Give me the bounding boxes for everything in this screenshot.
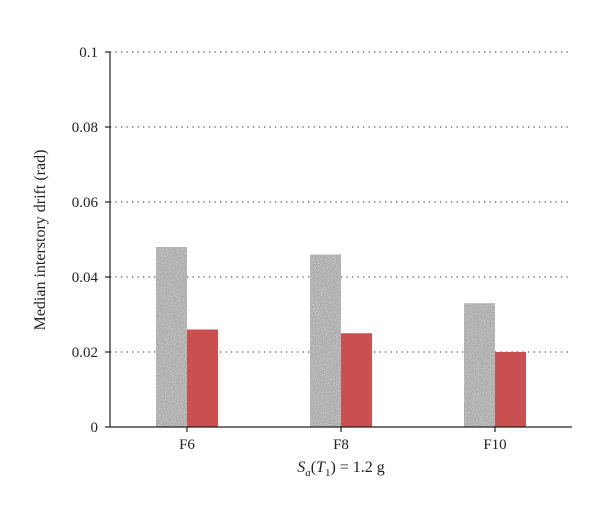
y-tick-label: 0.04 — [72, 270, 99, 286]
y-tick-label: 0.08 — [72, 120, 98, 136]
y-tick-label: 0.1 — [79, 45, 98, 61]
bar-texture-f6 — [156, 247, 187, 427]
bar-f10-series-2 — [495, 352, 526, 427]
x-tick-label: F8 — [333, 437, 349, 453]
x-tick-label: F6 — [179, 437, 195, 453]
x-tick-label: F10 — [483, 437, 506, 453]
bars — [156, 247, 526, 427]
bar-texture-f8 — [310, 254, 341, 427]
bar-texture-f10 — [464, 303, 495, 427]
y-tick-label: 0.02 — [72, 345, 98, 361]
bar-f6-series-2 — [187, 329, 218, 427]
x-axis-label: Sa(T1) = 1.2 g — [297, 459, 385, 479]
y-axis-label: Median interstory drift (rad) — [32, 150, 49, 331]
y-tick-label: 0 — [91, 420, 99, 436]
y-ticks: 0 0.02 0.04 0.06 0.08 0.1 — [72, 45, 110, 436]
bar-f8-series-2 — [341, 333, 372, 427]
y-tick-label: 0.06 — [72, 195, 99, 211]
x-ticks: F6 F8 F10 — [179, 427, 507, 453]
